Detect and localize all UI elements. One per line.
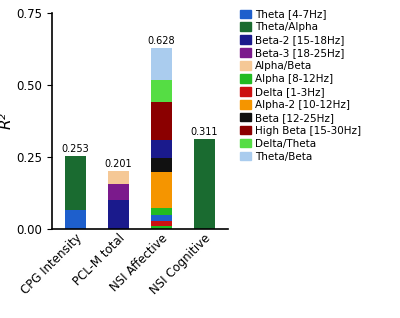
- Bar: [151, 80, 172, 102]
- Bar: [65, 210, 86, 229]
- Bar: [151, 172, 172, 208]
- Text: 0.311: 0.311: [191, 127, 218, 137]
- Text: 0.628: 0.628: [148, 36, 175, 46]
- Bar: [151, 225, 172, 229]
- Bar: [194, 139, 215, 229]
- Text: 0.253: 0.253: [62, 144, 90, 154]
- Bar: [108, 200, 129, 229]
- Text: 0.201: 0.201: [105, 159, 132, 169]
- Bar: [108, 171, 129, 184]
- Legend: Theta [4-7Hz], Theta/Alpha, Beta-2 [15-18Hz], Beta-3 [18-25Hz], Alpha/Beta, Alph: Theta [4-7Hz], Theta/Alpha, Beta-2 [15-1…: [239, 8, 362, 162]
- Bar: [151, 215, 172, 221]
- Bar: [65, 156, 86, 210]
- Bar: [151, 158, 172, 172]
- Bar: [151, 102, 172, 140]
- Bar: [108, 184, 129, 200]
- Bar: [151, 208, 172, 215]
- Bar: [151, 48, 172, 80]
- Bar: [151, 221, 172, 225]
- Bar: [151, 140, 172, 158]
- Y-axis label: R²: R²: [0, 113, 14, 129]
